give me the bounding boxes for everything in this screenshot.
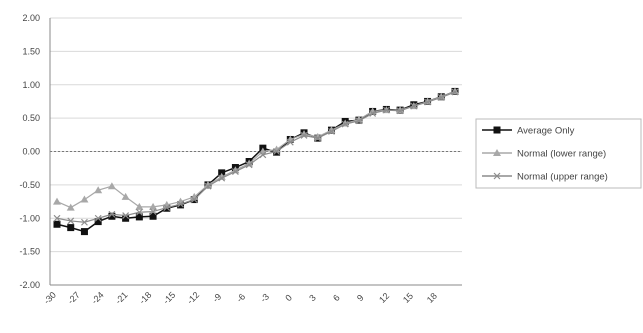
- series-group: [53, 87, 459, 236]
- data-point: [53, 214, 61, 222]
- legend-marker: [493, 126, 501, 134]
- y-tick-label: -2.00: [19, 280, 40, 290]
- y-tick-label: -1.00: [19, 213, 40, 223]
- legend: Average Only Normal (lower range) Normal (…: [475, 118, 642, 189]
- data-point: [218, 169, 226, 177]
- data-point: [218, 174, 226, 182]
- data-point: [122, 214, 130, 222]
- data-point: [121, 192, 130, 200]
- data-point: [135, 208, 143, 216]
- series-line: [56, 91, 456, 223]
- data-point: [341, 120, 349, 128]
- data-point: [300, 132, 308, 139]
- data-point: [410, 102, 418, 110]
- y-tick-label: 1.00: [22, 80, 40, 90]
- legend-marker: [493, 149, 501, 156]
- data-point: [327, 126, 336, 134]
- data-point: [382, 106, 390, 114]
- data-point: [53, 220, 61, 228]
- data-point: [94, 218, 102, 226]
- data-point: [135, 213, 143, 221]
- data-point: [369, 110, 377, 117]
- data-point: [67, 224, 75, 232]
- data-point: [122, 212, 130, 220]
- x-tick-label: 3: [307, 293, 318, 304]
- data-point: [437, 94, 445, 101]
- y-tick-label: 0.00: [22, 147, 40, 157]
- legend-label: Normal (upper range): [517, 172, 608, 183]
- data-point: [108, 210, 116, 218]
- data-point: [231, 166, 240, 174]
- legend-label: Normal (lower range): [517, 149, 606, 160]
- legend-label: Average Only: [517, 126, 575, 137]
- data-point: [217, 172, 226, 180]
- data-point: [355, 117, 363, 125]
- data-point: [245, 161, 253, 169]
- data-point: [424, 98, 431, 106]
- data-point: [149, 212, 157, 220]
- data-point: [177, 200, 184, 208]
- series-2: [53, 88, 459, 226]
- data-point: [149, 202, 158, 210]
- data-point: [451, 88, 459, 96]
- y-tick-label: 0.50: [22, 113, 40, 123]
- data-point: [190, 196, 198, 203]
- data-point: [204, 182, 212, 190]
- y-tick-labels: 2.00 1.50 1.00 0.50 0.00 -0.50 -1.00 -1.50 -2.00: [19, 13, 40, 290]
- data-point: [53, 197, 61, 205]
- data-point: [80, 228, 88, 236]
- data-point: [245, 159, 254, 167]
- data-point: [286, 138, 294, 146]
- data-point: [314, 134, 322, 142]
- data-point: [94, 214, 102, 222]
- y-tick-label: 2.00: [22, 13, 40, 23]
- data-point: [259, 151, 267, 159]
- y-tick-label: 1.50: [22, 46, 40, 56]
- x-tick-label: 9: [355, 293, 366, 304]
- data-point: [80, 195, 89, 203]
- axes: [49, 18, 462, 286]
- data-point: [396, 106, 405, 114]
- legend-marker: [493, 172, 501, 180]
- data-point: [273, 148, 281, 155]
- x-tick-label: 0: [283, 293, 294, 304]
- data-point: [94, 186, 103, 194]
- y-tick-label: -0.50: [19, 180, 40, 190]
- data-point: [396, 107, 404, 115]
- data-point: [66, 203, 75, 211]
- data-point: [107, 182, 116, 190]
- data-point: [231, 168, 239, 175]
- x-tick-label: 6: [331, 293, 342, 304]
- data-point: [135, 202, 144, 210]
- data-point: [67, 217, 75, 225]
- data-point: [81, 218, 88, 226]
- y-tick-label: -1.50: [19, 247, 40, 257]
- data-point: [328, 128, 335, 135]
- data-point: [108, 212, 116, 220]
- data-point: [163, 204, 171, 211]
- data-point: [149, 208, 157, 215]
- data-point: [203, 180, 212, 188]
